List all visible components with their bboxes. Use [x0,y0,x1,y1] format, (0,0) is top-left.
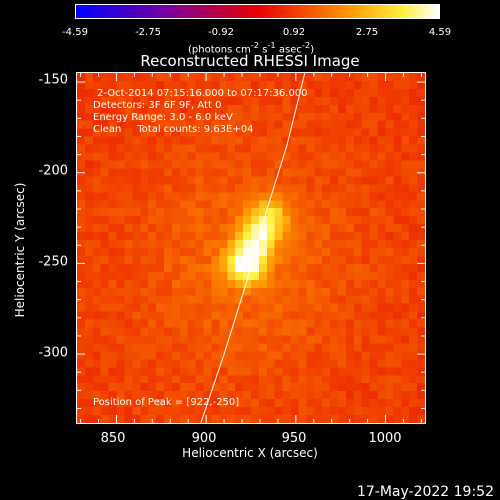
info-detectors: Detectors: 3F 6F 9F, Att 0 [93,100,222,111]
y-axis-label: Heliocentric Y (arcsec) [13,182,27,318]
y-tick-label: -200 [38,163,68,179]
overlay-layer [77,73,425,423]
info-time-range: 2-Oct-2014 07:15:16.000 to 07:17:36.000 [97,88,308,99]
y-tick-label: -150 [38,72,68,88]
x-axis-label: Heliocentric X (arcsec) [182,446,318,460]
colorbar-tick: 0.92 [282,27,306,38]
y-tick-label: -250 [38,254,68,270]
solar-limb-curve [200,73,306,423]
x-tick-label: 900 [191,431,217,446]
x-tick-label: 950 [281,431,307,446]
x-tick-label: 850 [100,431,126,446]
x-tick-label: 1000 [368,431,402,446]
heatmap-image [77,73,425,423]
info-clean-counts: Clean Total counts: 9.63E+04 [93,124,254,135]
info-energy-range: Energy Range: 3.0 - 6.0 keV [93,112,233,123]
colorbar-units: (photons cm-2 s-1 asec-2) [188,40,315,56]
info-peak-position: Position of Peak = [922,-250] [93,397,240,408]
colorbar-tick: -2.75 [135,27,161,38]
colorbar-tick: 4.59 [428,27,452,38]
colorbar-tick: -4.59 [62,27,88,38]
timestamp: 17-May-2022 19:52 [356,484,494,500]
axis-tick-marks [77,73,425,423]
colorbar-tick: -0.92 [208,27,234,38]
chart-title: Reconstructed RHESSI Image [140,52,360,70]
y-tick-label: -300 [38,345,68,361]
colorbar-tick: 2.75 [355,27,379,38]
colorbar [75,4,440,19]
plot-area [76,72,426,424]
